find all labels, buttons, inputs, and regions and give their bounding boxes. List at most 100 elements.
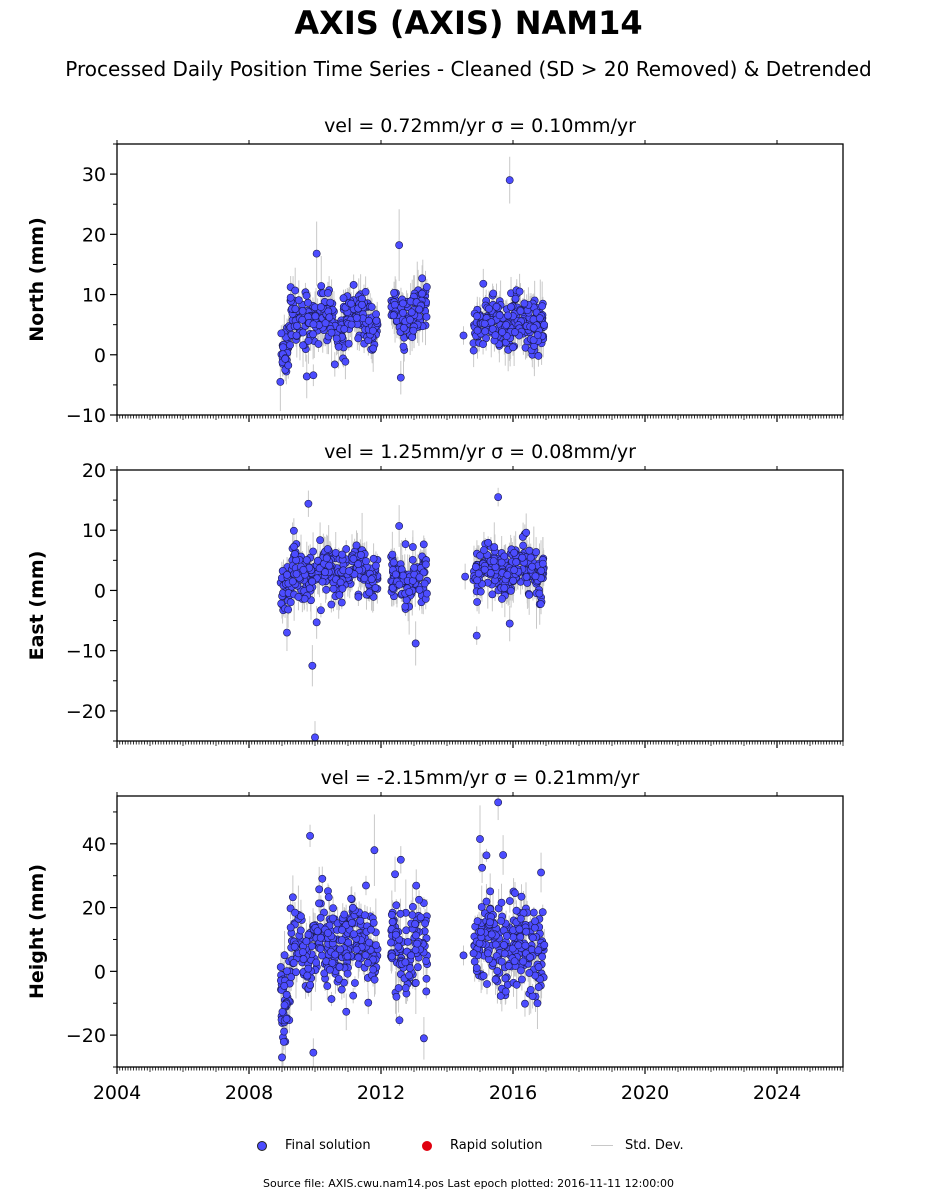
data-point — [364, 998, 373, 1007]
data-point — [352, 541, 361, 550]
data-point — [412, 931, 420, 940]
data-point — [283, 967, 291, 976]
data-point — [528, 562, 536, 571]
data-point — [396, 373, 405, 382]
x-tick-label: 2012 — [357, 1082, 405, 1104]
data-point — [358, 300, 366, 309]
data-point — [315, 899, 323, 908]
data-point — [331, 950, 340, 959]
plot-frame — [116, 143, 844, 416]
data-point — [357, 550, 365, 559]
figure-title: AXIS (AXIS) NAM14 — [294, 4, 643, 42]
data-point — [278, 1053, 286, 1062]
data-point — [510, 328, 519, 337]
data-point — [459, 331, 468, 340]
rapid-solution-marker-icon — [422, 1140, 432, 1151]
data-point — [342, 1007, 351, 1016]
data-point — [308, 577, 317, 586]
data-point — [327, 995, 336, 1003]
data-point — [503, 570, 512, 579]
data-point — [481, 327, 490, 336]
data-point — [487, 318, 496, 327]
data-point — [408, 902, 417, 911]
data-point — [415, 305, 424, 314]
x-tick-label: 2016 — [489, 1082, 537, 1104]
data-point — [509, 343, 517, 352]
data-point — [278, 1007, 287, 1016]
data-point — [537, 868, 545, 877]
data-point — [291, 286, 300, 295]
data-point — [423, 589, 431, 598]
data-point — [533, 331, 542, 339]
data-point — [367, 303, 376, 311]
data-point — [501, 987, 510, 996]
data-point — [529, 336, 538, 344]
data-point — [505, 619, 514, 628]
data-point — [529, 323, 538, 332]
data-point — [309, 320, 318, 329]
data-point — [372, 941, 380, 950]
data-point — [318, 577, 327, 586]
data-point — [394, 984, 403, 992]
data-point — [284, 605, 293, 614]
data-point — [276, 963, 285, 971]
data-point — [469, 949, 478, 958]
data-point — [341, 357, 350, 366]
data-point — [526, 553, 535, 562]
data-point — [396, 909, 405, 918]
data-point — [512, 980, 521, 989]
data-point — [360, 911, 369, 920]
data-point — [291, 550, 299, 558]
data-point — [361, 287, 370, 296]
data-point — [413, 939, 422, 948]
x-tick-label: 2024 — [753, 1082, 801, 1104]
data-point — [421, 919, 429, 928]
data-point — [477, 903, 486, 911]
data-point — [533, 999, 542, 1008]
data-point — [337, 985, 346, 994]
data-point — [286, 923, 295, 932]
y-tick-label: 20 — [82, 224, 106, 246]
data-point — [405, 588, 414, 596]
data-point — [408, 333, 417, 342]
data-point — [291, 305, 300, 313]
data-point — [299, 328, 307, 337]
data-point — [325, 313, 334, 322]
data-point — [510, 548, 519, 557]
data-point — [369, 344, 378, 353]
data-point — [494, 493, 503, 501]
data-point — [402, 926, 411, 935]
data-point — [367, 575, 376, 584]
data-point — [282, 1015, 291, 1023]
data-point — [362, 881, 370, 890]
data-point — [302, 937, 311, 946]
data-point — [326, 298, 335, 307]
data-point — [511, 294, 520, 303]
data-point — [538, 302, 547, 311]
data-point — [396, 855, 405, 864]
data-point — [318, 874, 327, 883]
data-point — [409, 326, 418, 335]
data-point — [343, 969, 352, 978]
data-point — [472, 964, 481, 972]
data-point — [304, 964, 313, 973]
data-point — [495, 311, 504, 320]
data-point — [534, 983, 543, 992]
data-point — [347, 894, 356, 903]
data-points — [276, 493, 548, 741]
x-tick-label: 2008 — [225, 1082, 273, 1104]
data-point — [525, 590, 534, 599]
data-point — [411, 639, 420, 648]
data-point — [500, 949, 509, 958]
data-point — [370, 975, 379, 984]
data-point — [324, 893, 333, 902]
final-solution-marker-icon — [257, 1140, 267, 1151]
data-point — [344, 339, 353, 348]
data-point — [291, 908, 299, 917]
data-point — [418, 274, 427, 283]
data-point — [320, 969, 329, 978]
y-tick-label: 30 — [82, 164, 106, 186]
data-point — [314, 340, 323, 348]
data-point — [316, 606, 325, 615]
data-point — [312, 958, 321, 967]
